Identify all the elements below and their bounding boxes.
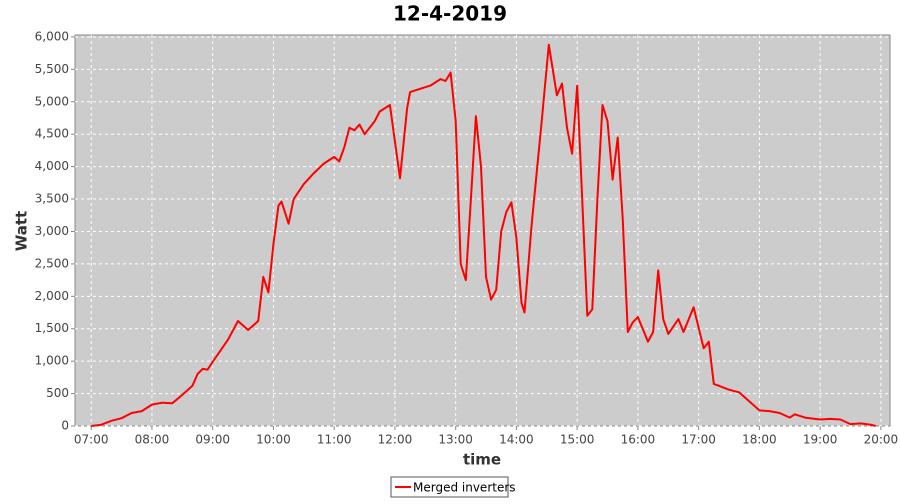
y-tick-label: 4,500 <box>35 127 69 141</box>
y-axis-label: Watt <box>13 211 31 251</box>
y-tick-label: 2,500 <box>35 256 69 270</box>
plot-area <box>74 34 891 427</box>
y-tick-label: 1,500 <box>35 321 69 335</box>
x-tick-label: 20:00 <box>864 433 899 447</box>
y-tick-label: 5,500 <box>35 62 69 76</box>
x-tick-label: 13:00 <box>438 433 473 447</box>
y-tick-label: 0 <box>61 419 69 433</box>
legend-label: Merged inverters <box>413 481 516 495</box>
x-tick-label: 09:00 <box>195 433 230 447</box>
chart-title: 12-4-2019 <box>393 2 507 26</box>
x-axis-label: time <box>463 451 501 469</box>
x-tick-label: 16:00 <box>621 433 656 447</box>
x-tick-label: 14:00 <box>499 433 534 447</box>
legend <box>390 476 509 498</box>
x-tick-label: 08:00 <box>135 433 170 447</box>
y-tick-label: 2,000 <box>35 289 69 303</box>
y-tick-label: 500 <box>46 386 69 400</box>
y-tick-label: 1,000 <box>35 354 69 368</box>
x-tick-label: 07:00 <box>74 433 109 447</box>
x-tick-label: 12:00 <box>378 433 413 447</box>
y-tick-label: 5,000 <box>35 94 69 108</box>
x-tick-label: 18:00 <box>742 433 777 447</box>
y-tick-label: 6,000 <box>35 29 69 43</box>
legend-box <box>390 476 509 498</box>
y-tick-label: 3,000 <box>35 224 69 238</box>
x-tick-label: 15:00 <box>560 433 595 447</box>
line <box>91 43 877 427</box>
x-tick-label: 17:00 <box>681 433 716 447</box>
y-tick-label: 4,000 <box>35 159 69 173</box>
x-tick-label: 11:00 <box>317 433 352 447</box>
x-tick-label: 19:00 <box>803 433 838 447</box>
x-tick-label: 10:00 <box>256 433 291 447</box>
y-tick-label: 3,500 <box>35 192 69 206</box>
